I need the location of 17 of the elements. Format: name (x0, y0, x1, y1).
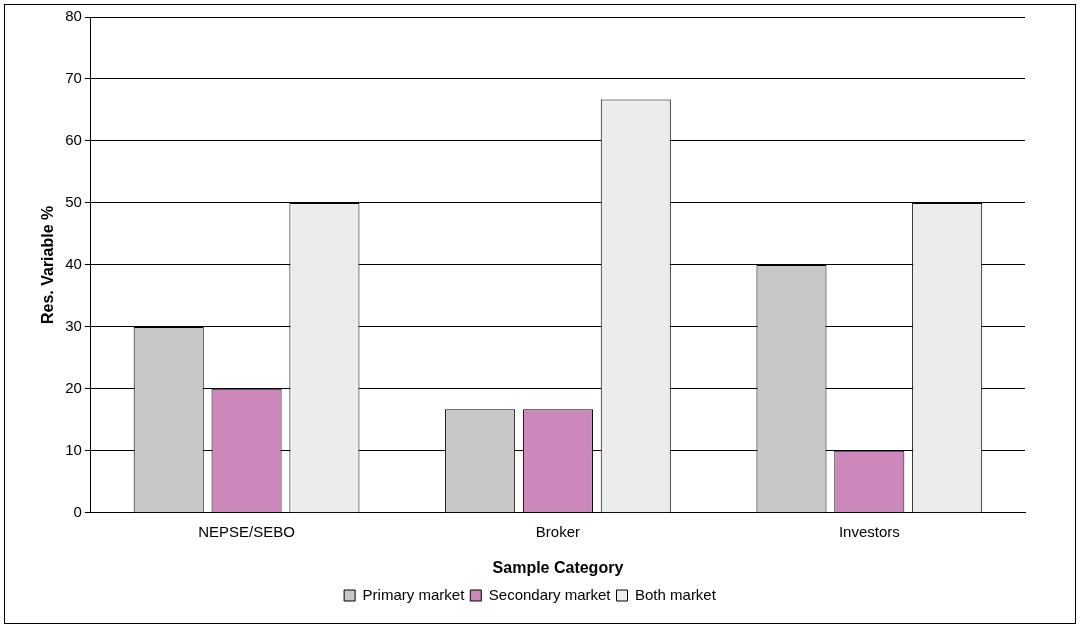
y-axis-title: Res. Variable % (39, 205, 57, 325)
legend-label: Primary market (362, 585, 466, 603)
legend-label: Both market (635, 585, 717, 603)
y-tick-label: 50 (65, 193, 82, 211)
y-tick-label: 80 (65, 7, 82, 25)
legend-label: Secondary market (488, 585, 612, 603)
y-tick-label: 20 (65, 378, 82, 396)
x-tick-label: Investors (838, 522, 900, 540)
y-tick-label: 40 (65, 255, 82, 273)
x-axis-title: Sample Category (492, 558, 624, 576)
y-tick-label: 60 (65, 131, 82, 149)
y-tick-label: 0 (73, 502, 82, 520)
y-tick-label: 30 (65, 317, 82, 335)
x-tick-label: NEPSE/SEBO (198, 522, 295, 540)
y-tick-label: 70 (65, 69, 82, 87)
x-tick-label: Broker (535, 522, 581, 540)
y-tick-label: 10 (65, 440, 82, 458)
